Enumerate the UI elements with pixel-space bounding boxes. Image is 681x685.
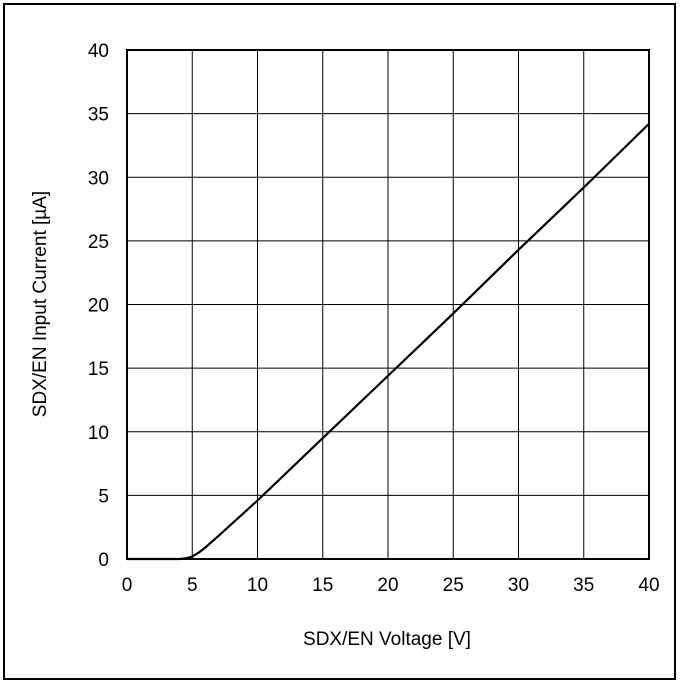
y-tick-label: 15 — [88, 359, 109, 380]
x-tick-label: 25 — [443, 575, 464, 596]
x-tick-label: 20 — [377, 575, 398, 596]
series-line — [127, 123, 650, 561]
y-tick-label: 0 — [98, 550, 109, 571]
x-tick-label: 15 — [312, 575, 333, 596]
x-tick-label: 35 — [573, 575, 594, 596]
y-tick-label: 35 — [88, 105, 109, 126]
x-tick-label: 40 — [638, 575, 659, 596]
y-tick-label: 20 — [88, 296, 109, 317]
chart-frame — [3, 3, 676, 680]
x-tick-label: 30 — [508, 575, 529, 596]
plot-area-border — [126, 49, 650, 560]
x-tick-label: 10 — [247, 575, 268, 596]
x-axis-title: SDX/EN Voltage [V] — [303, 629, 471, 650]
grid — [126, 49, 650, 560]
series-layer — [127, 123, 650, 561]
y-tick-label: 5 — [98, 486, 109, 507]
x-tick-label: 5 — [187, 575, 198, 596]
y-tick-label: 10 — [88, 423, 109, 444]
x-tick-label: 0 — [122, 575, 133, 596]
y-tick-label: 40 — [88, 41, 109, 62]
y-tick-label: 30 — [88, 168, 109, 189]
x-tick-labels: 0 5 10 15 20 25 30 35 40 — [122, 575, 660, 596]
y-axis-title: SDX/EN Input Current [µA] — [30, 191, 51, 417]
y-tick-label: 25 — [88, 232, 109, 253]
y-tick-labels: 0 5 10 15 20 25 30 35 40 — [88, 41, 109, 571]
